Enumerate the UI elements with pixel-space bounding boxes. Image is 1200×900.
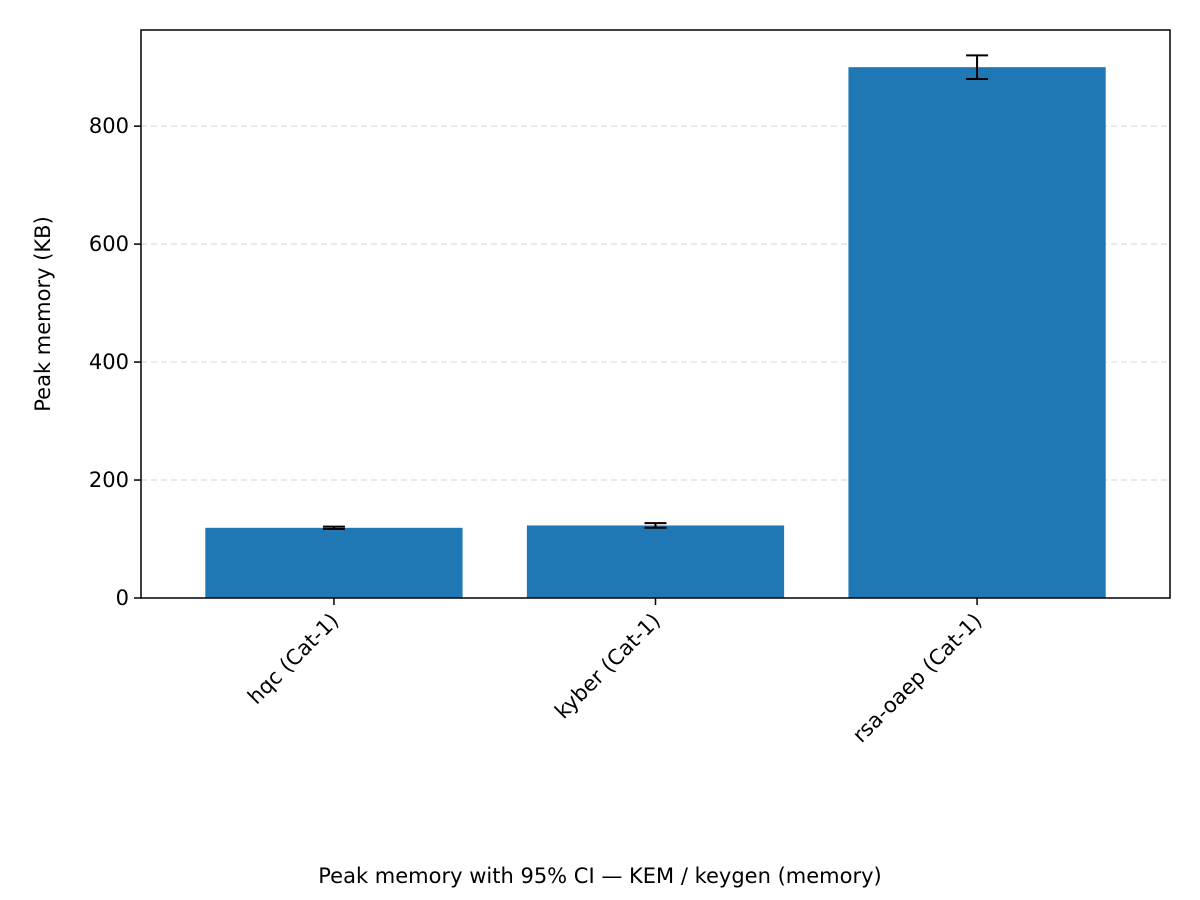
- chart-title: Peak memory with 95% CI — KEM / keygen (…: [318, 864, 882, 888]
- y-tick-label: 600: [89, 232, 129, 256]
- bars: [205, 67, 1106, 599]
- error-bar: [644, 522, 667, 529]
- x-tick-label: rsa-oaep (Cat-1): [848, 609, 987, 748]
- y-tick-label: 200: [89, 468, 129, 492]
- error-bars: [322, 54, 989, 530]
- error-bar: [322, 525, 345, 530]
- y-tick-label: 0: [116, 586, 129, 610]
- x-tick-label: hqc (Cat-1): [243, 609, 343, 709]
- y-tick-label: 400: [89, 350, 129, 374]
- x-tick-label: kyber (Cat-1): [550, 609, 665, 724]
- y-axis-label: Peak memory (KB): [31, 216, 55, 412]
- x-axis-ticks: hqc (Cat-1) kyber (Cat-1) rsa-oaep (Cat-1): [243, 598, 987, 747]
- y-axis-ticks: 0 200 400 600 800: [89, 114, 141, 610]
- bar: [205, 527, 463, 598]
- y-gridlines: [141, 125, 1170, 481]
- y-tick-label: 800: [89, 114, 129, 138]
- bar: [526, 525, 785, 598]
- bar: [848, 67, 1106, 599]
- error-bar: [966, 54, 989, 80]
